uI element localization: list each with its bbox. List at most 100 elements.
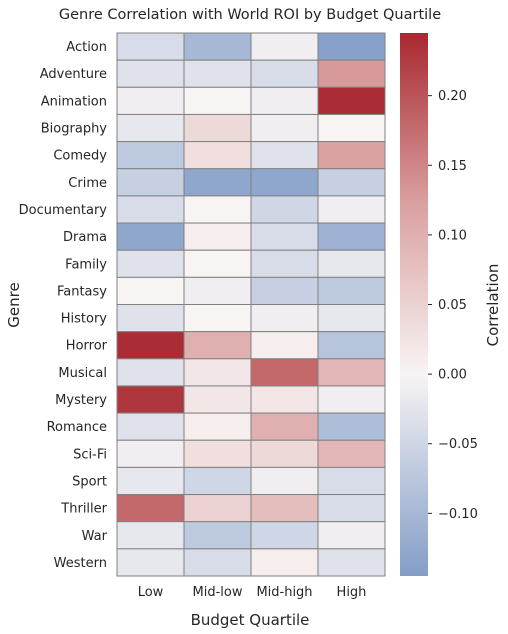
heatmap-cell: [183, 86, 252, 115]
heatmap-cell: [116, 141, 185, 170]
heatmap-cell: [116, 385, 185, 414]
heatmap-cell: [250, 141, 319, 170]
heatmap-cell: [250, 521, 319, 550]
colorbar-tick-label: 0.15: [438, 159, 467, 174]
heatmap-cell: [116, 113, 185, 143]
heatmap-cell: [116, 59, 185, 88]
heatmap-cell: [250, 249, 319, 278]
y-tick-label: Mystery: [55, 393, 107, 408]
y-tick-label: Action: [66, 40, 107, 55]
heatmap-cell: [250, 113, 319, 143]
heatmap-cell: [116, 276, 185, 306]
y-axis-label: Genre: [5, 282, 23, 327]
heatmap-cell: [183, 358, 252, 387]
x-tick-labels: Low Mid-low Mid-high High: [138, 585, 367, 600]
y-tick-label: Horror: [66, 339, 108, 354]
heatmap-cell: [317, 439, 386, 468]
heatmap-cell: [317, 32, 386, 61]
x-axis-label: Budget Quartile: [191, 611, 310, 629]
heatmap-cell: [116, 222, 185, 251]
colorbar-tick-label: 0.05: [438, 298, 467, 313]
heatmap-cell: [250, 86, 319, 115]
colorbar-tick-label: −0.05: [438, 437, 478, 452]
y-tick-label: Musical: [58, 366, 107, 381]
y-tick-label: Thriller: [60, 502, 107, 517]
y-tick-label: Fantasy: [57, 284, 107, 299]
heatmap-cell: [317, 113, 386, 143]
heatmap-cell: [317, 331, 386, 360]
heatmap-cell: [183, 304, 252, 333]
heatmap-cell: [116, 304, 185, 333]
colorbar-tick-label: −0.10: [438, 507, 478, 522]
y-tick-label: Western: [54, 556, 107, 571]
heatmap-cell: [183, 32, 252, 61]
y-tick-label: Sci-Fi: [73, 447, 107, 462]
heatmap-cell: [183, 412, 252, 441]
colorbar-label: Correlation: [484, 264, 502, 347]
heatmap-cells: [116, 32, 386, 577]
heatmap-cell: [250, 331, 319, 360]
y-tick-label: Animation: [41, 94, 107, 109]
y-tick-label: History: [61, 312, 108, 327]
heatmap-cell: [250, 358, 319, 387]
heatmap-cell: [250, 32, 319, 61]
heatmap-cell: [183, 249, 252, 278]
heatmap-cell: [116, 466, 185, 496]
colorbar-tick-label: 0.20: [438, 89, 467, 104]
heatmap-cell: [250, 222, 319, 251]
y-tick-label: Adventure: [40, 67, 107, 82]
heatmap-cell: [317, 548, 386, 577]
heatmap-cell: [250, 276, 319, 306]
heatmap-cell: [183, 466, 252, 496]
heatmap-cell: [183, 439, 252, 468]
heatmap-cell: [116, 168, 185, 197]
y-tick-label: War: [82, 529, 108, 544]
x-tick-label: Mid-low: [193, 585, 243, 600]
heatmap-cell: [317, 385, 386, 414]
x-tick-label: Low: [138, 585, 164, 600]
heatmap-cell: [116, 358, 185, 387]
colorbar-tick-label: 0.10: [438, 228, 467, 243]
heatmap-cell: [183, 222, 252, 251]
y-tick-label: Crime: [68, 176, 107, 191]
y-tick-label: Drama: [63, 230, 107, 245]
heatmap-cell: [250, 385, 319, 414]
heatmap-cell: [183, 141, 252, 170]
heatmap-cell: [250, 439, 319, 468]
heatmap-cell: [116, 32, 185, 61]
heatmap-cell: [250, 412, 319, 441]
heatmap-cell: [317, 358, 386, 387]
heatmap-cell: [183, 385, 252, 414]
heatmap-cell: [183, 548, 252, 577]
heatmap-cell: [183, 276, 252, 306]
y-tick-label: Comedy: [53, 149, 107, 164]
chart-title: Genre Correlation with World ROI by Budg…: [59, 7, 441, 23]
heatmap-cell: [183, 331, 252, 360]
heatmap-cell: [317, 412, 386, 441]
heatmap-cell: [317, 304, 386, 333]
heatmap-cell: [250, 168, 319, 197]
heatmap-cell: [116, 86, 185, 115]
heatmap-cell: [317, 195, 386, 224]
heatmap-cell: [116, 548, 185, 577]
heatmap-cell: [116, 521, 185, 550]
heatmap-cell: [317, 276, 386, 306]
heatmap-cell: [183, 521, 252, 550]
heatmap-cell: [116, 249, 185, 278]
heatmap-cell: [116, 439, 185, 468]
heatmap-cell: [317, 59, 386, 88]
heatmap-cell: [317, 494, 386, 523]
heatmap-cell: [116, 331, 185, 360]
heatmap-cell: [317, 86, 386, 115]
heatmap-cell: [250, 466, 319, 496]
y-tick-label: Biography: [41, 122, 108, 137]
heatmap-cell: [250, 304, 319, 333]
heatmap-cell: [317, 521, 386, 550]
heatmap-cell: [183, 113, 252, 143]
heatmap-cell: [250, 548, 319, 577]
y-tick-label: Documentary: [19, 203, 108, 218]
heatmap-cell: [317, 141, 386, 170]
y-tick-labels: Action Adventure Animation Biography Comedy C…: [19, 40, 108, 571]
heatmap-cell: [116, 494, 185, 523]
